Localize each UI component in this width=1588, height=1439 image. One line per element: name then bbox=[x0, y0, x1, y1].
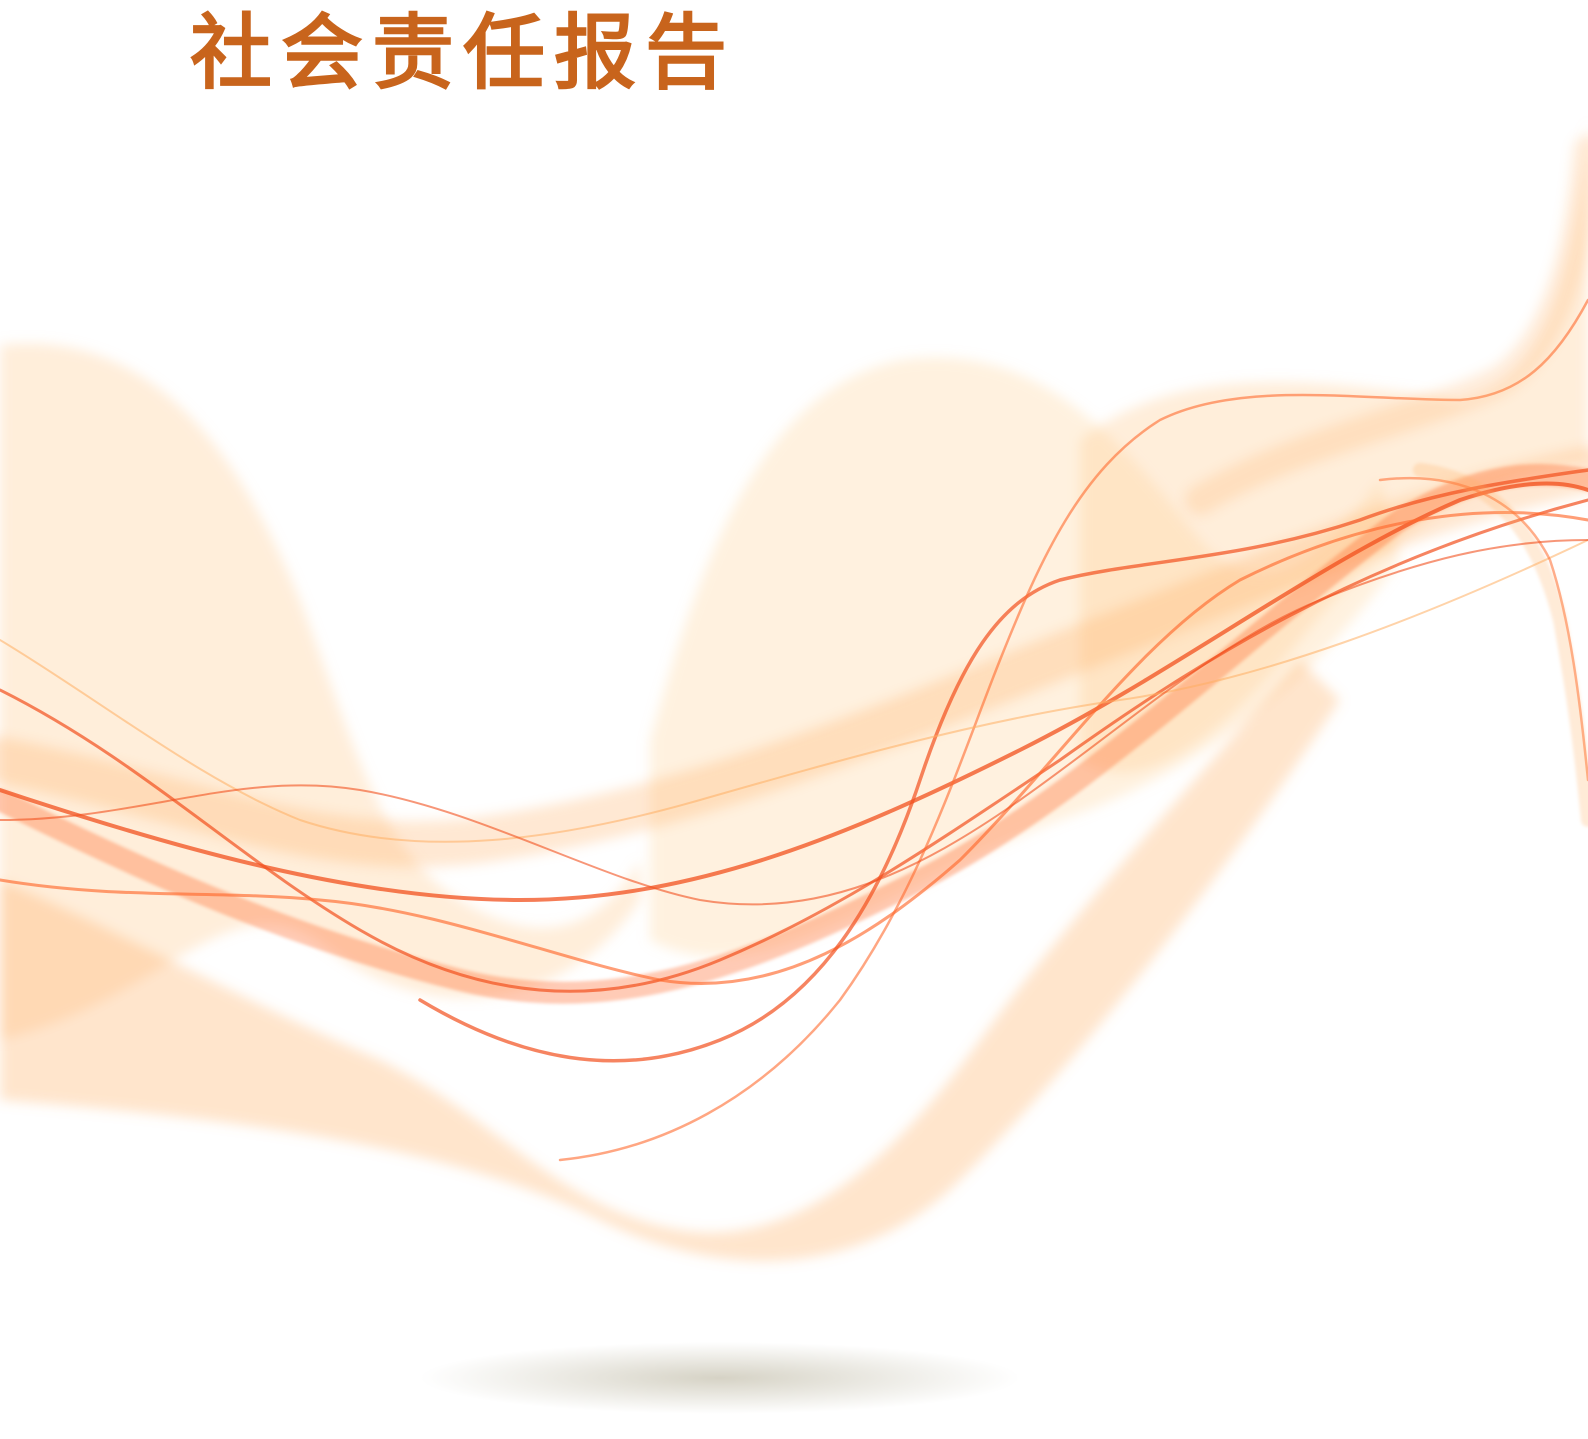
wave-strand-9 bbox=[1378, 476, 1588, 782]
wave-strand-7 bbox=[558, 298, 1588, 1162]
wave-strand-11 bbox=[0, 539, 1588, 906]
wave-strand-6 bbox=[418, 468, 1588, 1063]
wave-sheets bbox=[0, 120, 1588, 1261]
wave-sheet-center bbox=[650, 357, 1400, 957]
wave-strand-5 bbox=[0, 511, 1588, 985]
wave-strand-10 bbox=[1413, 463, 1588, 827]
wave-sheet-left bbox=[0, 343, 640, 1040]
wave-strands bbox=[0, 135, 1588, 1162]
wave-strand-8 bbox=[0, 539, 1588, 843]
ground-shadow bbox=[420, 1342, 1020, 1414]
wave-sheet-right bbox=[1080, 120, 1588, 773]
cover-title: 社会责任报告 bbox=[190, 6, 737, 101]
wave-strand-4 bbox=[0, 498, 1588, 993]
wave-strand-2 bbox=[0, 463, 1588, 1004]
wave-strand-3 bbox=[0, 481, 1588, 903]
wave-strand-12 bbox=[1185, 135, 1588, 515]
wave-sheet-bottom bbox=[0, 660, 1340, 1261]
wave-strand-1 bbox=[0, 447, 1588, 867]
